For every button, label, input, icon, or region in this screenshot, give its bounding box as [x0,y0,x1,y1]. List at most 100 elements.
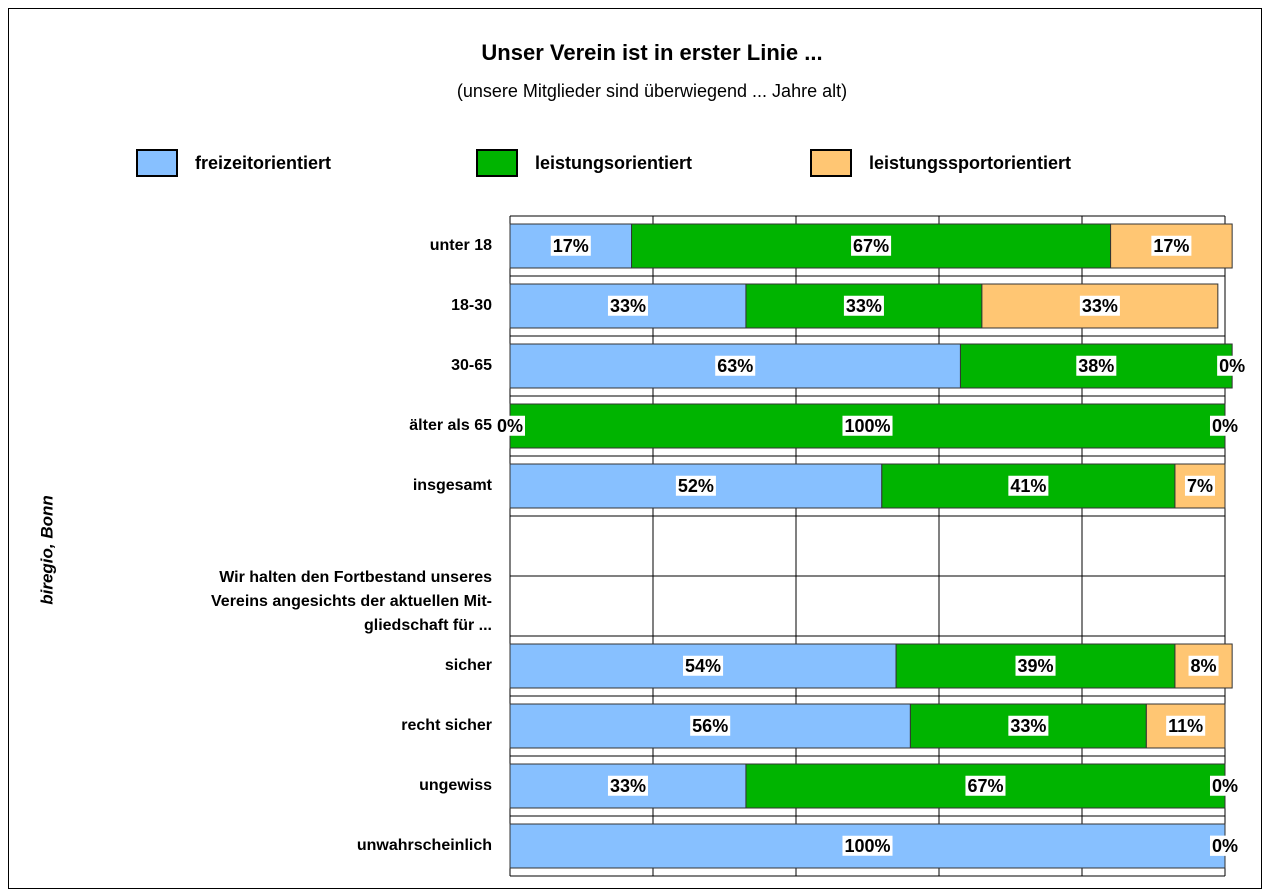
value-label: 0% [1219,356,1245,376]
value-label: 100% [844,416,890,436]
value-label: 0% [1212,776,1238,796]
value-label-group: 33% [607,775,648,796]
value-label-bg [842,415,893,436]
y-tick-label: unter 18 [430,237,492,254]
value-label-bg [1188,655,1219,676]
legend-label: leistungsorientiert [535,153,692,173]
value-label-bg [842,835,893,856]
value-label-bg [1217,355,1248,376]
value-label-group: 38% [1076,355,1117,376]
value-label-group: 100% [842,835,893,856]
value-label-group: 17% [550,235,591,256]
value-label: 33% [846,296,882,316]
y-tick-label: unwahrscheinlich [357,837,492,854]
value-label-bg [851,235,892,256]
chart-title: Unser Verein ist in erster Linie ... [481,40,822,65]
value-label-bg [1209,835,1241,856]
value-label-bg [843,295,884,316]
legend-swatch [476,149,518,177]
value-label-group: 0% [1217,355,1248,376]
y-tick-label: sicher [445,657,492,674]
value-label-bg [683,655,724,676]
legend-label: freizeitorientiert [195,153,331,173]
y-tick-label: 30-65 [451,357,492,374]
value-label: 33% [610,776,646,796]
value-label-group: 41% [1008,475,1049,496]
value-label: 0% [1212,416,1238,436]
value-label-group: 67% [851,235,892,256]
y-tick-label: gliedschaft für ... [364,617,492,634]
value-label-group: 100% [842,415,893,436]
value-label: 8% [1191,656,1217,676]
y-tick-label: ungewiss [419,777,492,794]
value-label-group: 56% [690,715,731,736]
value-label-bg [1015,655,1056,676]
value-label: 67% [853,236,889,256]
legend-swatch [136,149,178,177]
value-label-bg [715,355,756,376]
value-label-group: 7% [1184,475,1215,496]
value-label-bg [1008,715,1049,736]
value-label-bg [1166,715,1206,736]
value-label-bg [1209,415,1241,436]
value-label-bg [1209,775,1241,796]
value-label-bg [607,775,648,796]
value-label-group: 8% [1188,655,1219,676]
value-label-group: 52% [675,475,716,496]
bar-segment [745,283,983,329]
value-label-group: 54% [683,655,724,676]
value-label-bg [494,415,526,436]
bar-segment [509,463,883,509]
value-label: 41% [1010,476,1046,496]
value-label: 33% [1082,296,1118,316]
chart-subtitle: (unsere Mitglieder sind überwiegend ... … [457,81,847,101]
value-label: 54% [685,656,721,676]
value-label-group: 17% [1151,235,1192,256]
value-label-group: 67% [965,775,1006,796]
value-label: 7% [1187,476,1213,496]
value-label-group: 0% [1209,835,1241,856]
value-label-bg [690,715,731,736]
y-tick-label: älter als 65 [409,417,492,434]
value-label-bg [607,295,648,316]
value-label-group: 0% [494,415,526,436]
value-label-bg [1184,475,1215,496]
legend-label: leistungssportorientiert [869,153,1071,173]
value-label: 38% [1078,356,1114,376]
value-label: 33% [610,296,646,316]
value-label: 0% [1212,836,1238,856]
value-label-group: 33% [1008,715,1049,736]
value-label-group: 33% [607,295,648,316]
y-tick-label: recht sicher [401,717,492,734]
y-tick-label: 18-30 [451,297,492,314]
value-label: 56% [692,716,728,736]
value-label: 0% [497,416,523,436]
value-label-group: 33% [1079,295,1120,316]
value-label: 11% [1168,716,1203,736]
value-label: 63% [717,356,753,376]
value-label-bg [1076,355,1117,376]
value-label: 17% [1153,236,1189,256]
value-label-group: 39% [1015,655,1056,676]
value-label-bg [1008,475,1049,496]
value-label-group: 33% [843,295,884,316]
value-label-bg [1151,235,1192,256]
value-label-bg [1079,295,1120,316]
value-label-group: 63% [715,355,756,376]
value-label-group: 0% [1209,415,1241,436]
value-label-group: 0% [1209,775,1241,796]
value-label: 39% [1018,656,1054,676]
value-label: 17% [553,236,589,256]
value-label-bg [550,235,591,256]
value-label: 67% [967,776,1003,796]
value-label: 52% [678,476,714,496]
legend-swatch [810,149,852,177]
value-label-group: 11% [1166,715,1206,736]
value-label-bg [965,775,1006,796]
value-label: 33% [1010,716,1046,736]
y-tick-label: Wir halten den Fortbestand unseres [219,569,492,586]
value-label: 100% [844,836,890,856]
y-tick-label: insgesamt [413,477,493,494]
value-label-bg [675,475,716,496]
